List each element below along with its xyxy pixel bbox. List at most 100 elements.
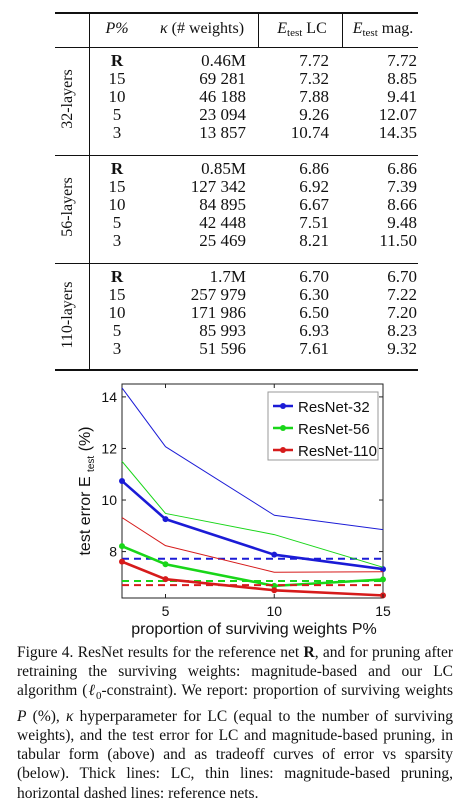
cell-lc: 7.51 xyxy=(299,213,329,232)
resnet-32-legend-label: ResNet-32 xyxy=(298,399,370,416)
table-bottom-rule xyxy=(55,369,418,371)
cell-kappa: 257 979 xyxy=(190,285,246,304)
etest-sub: test xyxy=(362,27,378,39)
resnet-32-lc-point xyxy=(380,566,386,573)
cell-mag: 8.23 xyxy=(387,321,417,340)
header-etest-lc: Etest LC xyxy=(265,20,339,42)
group-rule xyxy=(55,263,418,264)
resnet-32-lc-line xyxy=(121,479,384,571)
group-rule xyxy=(55,155,418,156)
header-kappa: κ (# weights) xyxy=(147,20,257,37)
table-top-rule xyxy=(55,12,418,14)
col-divider xyxy=(258,13,259,47)
etest-mag-suffix: mag. xyxy=(381,20,414,37)
cell-mag: 9.48 xyxy=(387,213,417,232)
col-divider xyxy=(89,13,90,369)
etest-sub: test xyxy=(287,27,303,39)
cell-p: 15 xyxy=(108,69,126,88)
resnet-32-lc-point xyxy=(162,516,169,523)
resnet-32-magnitude-line xyxy=(121,387,384,531)
cell-kappa: 42 448 xyxy=(199,213,246,232)
caption-figure-label: Figure 4. xyxy=(17,644,74,661)
cell-p: 10 xyxy=(108,303,126,322)
resnet-56-legend-label: ResNet-56 xyxy=(298,421,370,438)
cell-p: R xyxy=(110,51,124,70)
cell-lc: 6.30 xyxy=(299,285,329,304)
cell-kappa: 127 342 xyxy=(190,177,246,196)
cell-mag: 6.86 xyxy=(387,159,417,178)
x-tick-label: 10 xyxy=(266,603,282,619)
cell-lc: 6.93 xyxy=(299,321,329,340)
resnet-56-lc-point xyxy=(162,561,169,568)
etest-symbol: E xyxy=(277,20,288,37)
cell-lc: 6.67 xyxy=(299,195,329,214)
resnet-110-legend-label: ResNet-110 xyxy=(298,443,377,460)
y-axis-label-main: test error E xyxy=(77,472,94,556)
resnet-110-lc-point xyxy=(119,558,125,565)
resnet-56-lc-line xyxy=(121,544,384,588)
y-tick-label: 8 xyxy=(109,544,117,560)
cell-kappa: 0.85M xyxy=(201,159,246,178)
y-axis-label: test error E test (%) xyxy=(77,426,97,555)
cell-lc: 7.88 xyxy=(299,87,329,106)
x-axis-label: proportion of surviving weights P% xyxy=(131,621,376,638)
cell-mag: 8.85 xyxy=(387,69,417,88)
x-tick-label: 15 xyxy=(375,603,391,619)
y-axis-label-unit: (%) xyxy=(77,426,94,455)
cell-lc: 9.26 xyxy=(299,105,329,124)
cell-mag: 9.32 xyxy=(387,339,417,358)
cell-kappa: 85 993 xyxy=(199,321,246,340)
caption-text: -constraint). We report: proportion of s… xyxy=(101,682,453,700)
col-divider xyxy=(342,13,343,47)
caption-ell: ℓ xyxy=(87,682,97,700)
group-label-110: 110-layers xyxy=(59,281,76,349)
resnet-56-magnitude-line xyxy=(121,461,384,568)
group-label-56: 56-layers xyxy=(59,177,76,237)
plot-frame xyxy=(121,383,384,599)
cell-p: 15 xyxy=(108,285,126,304)
cell-lc: 8.21 xyxy=(299,231,329,250)
cell-lc: 6.50 xyxy=(299,303,329,322)
cell-p: R xyxy=(110,267,124,286)
header-etest-mag: Etest mag. xyxy=(347,20,419,42)
cell-mag: 9.41 xyxy=(387,87,417,106)
cell-kappa: 46 188 xyxy=(199,87,246,106)
y-axis-label-sub: test xyxy=(86,456,97,472)
error-sparsity-chart: 5 10 15 8 10 12 14 proportion of surviving weig… xyxy=(77,383,391,638)
figure-caption: Figure 4. ResNet results for the referen… xyxy=(17,643,453,803)
etest-symbol: E xyxy=(352,20,363,37)
cell-mag: 7.20 xyxy=(387,303,417,322)
header-p: P% xyxy=(105,20,129,37)
caption-italic-P: P xyxy=(17,707,27,725)
y-tick-label: 12 xyxy=(101,440,117,456)
y-tick-label: 10 xyxy=(101,492,117,508)
cell-mag: 7.39 xyxy=(387,177,417,196)
kappa-symbol: κ xyxy=(159,20,168,37)
cell-kappa: 84 895 xyxy=(199,195,246,214)
cell-kappa: 23 094 xyxy=(199,105,246,124)
resnet-56-lc-point xyxy=(380,576,386,583)
etest-lc-suffix: LC xyxy=(306,20,327,37)
resnet-56-lc-point xyxy=(119,543,125,550)
cell-mag: 7.22 xyxy=(387,285,417,304)
cell-p: 5 xyxy=(112,105,122,124)
resnet-32-legend-marker xyxy=(280,403,286,409)
cell-kappa: 171 986 xyxy=(190,303,246,322)
group-label-32: 32-layers xyxy=(59,69,76,129)
resnet-32-lc-point xyxy=(119,477,125,484)
caption-text: (%), xyxy=(26,707,66,725)
cell-mag: 11.50 xyxy=(379,231,417,250)
cell-lc: 7.61 xyxy=(299,339,329,358)
header-rule xyxy=(55,47,418,48)
resnet-32-lc-point xyxy=(271,551,278,558)
cell-p: 5 xyxy=(112,213,122,232)
cell-mag: 6.70 xyxy=(387,267,417,286)
legend-box xyxy=(267,391,379,461)
cell-p: 10 xyxy=(108,195,126,214)
cell-lc: 10.74 xyxy=(290,123,329,142)
cell-lc: 7.72 xyxy=(299,51,329,70)
cell-lc: 6.70 xyxy=(299,267,329,286)
cell-kappa: 69 281 xyxy=(199,69,246,88)
kappa-text: (# weights) xyxy=(171,20,245,37)
resnet-110-lc-point xyxy=(162,576,169,583)
